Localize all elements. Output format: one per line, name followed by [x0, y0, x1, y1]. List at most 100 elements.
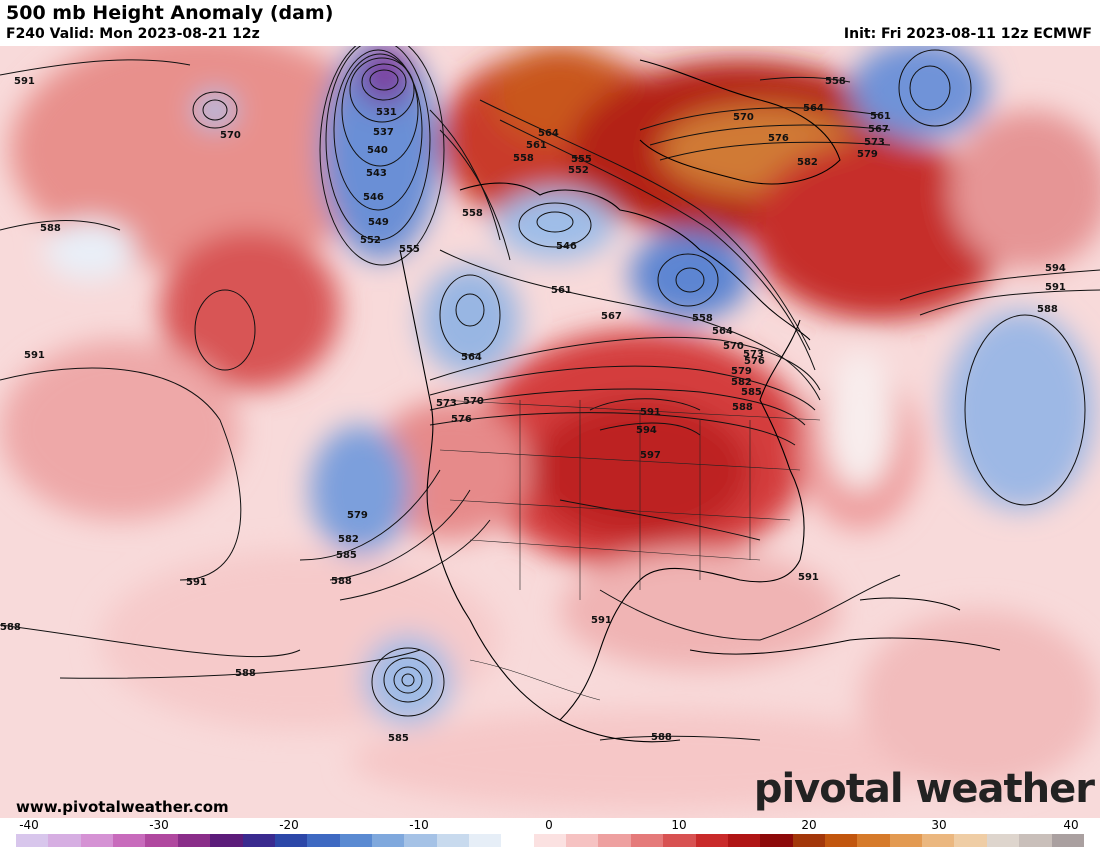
contour-labels: 591 570 531 537 540 543 546 549 552 555 … — [0, 76, 1066, 744]
contour-label: 558 — [513, 153, 534, 164]
contour-label: 531 — [376, 107, 397, 118]
anomaly-map[interactable]: 591 570 531 537 540 543 546 549 552 555 … — [0, 46, 1100, 818]
colorbar-swatch — [274, 834, 308, 847]
colorbar-swatch — [986, 834, 1020, 847]
colorbar-tick: 20 — [801, 818, 817, 832]
contour-label: 570 — [723, 341, 744, 352]
colorbar-swatch — [533, 834, 567, 847]
contour-label: 588 — [732, 402, 753, 413]
colorbar-swatch — [80, 834, 114, 847]
state-borders — [439, 399, 821, 701]
colorbar-tick: -10 — [409, 818, 429, 832]
colorbar-swatch — [339, 834, 372, 847]
contour-label: 591 — [14, 76, 35, 87]
contour-label: 591 — [1045, 282, 1066, 293]
contour-label: 591 — [798, 572, 819, 583]
contour-label: 597 — [640, 450, 661, 461]
colorbar-swatch — [177, 834, 211, 847]
contour-label: 588 — [1037, 304, 1058, 315]
colorbar-swatch — [436, 834, 470, 847]
colorbar-swatch — [242, 834, 275, 847]
colorbar-swatch — [404, 834, 437, 847]
contour-label: 546 — [556, 241, 577, 252]
colorbar-swatch — [307, 834, 340, 847]
contour-label: 561 — [526, 140, 547, 151]
contour-label: 579 — [857, 149, 878, 160]
colorbar-swatch — [145, 834, 178, 847]
contour-label: 567 — [601, 311, 622, 322]
pivotal-weather-logo: pivotal weather — [753, 766, 1095, 812]
colorbar-swatch — [371, 834, 405, 847]
contour-label: 543 — [366, 168, 387, 179]
contour-label: 570 — [733, 112, 754, 123]
colorbar-swatch — [1019, 834, 1052, 847]
colorbar-swatch — [469, 834, 502, 847]
colorbar: -40 -30 -20 -10 0 10 20 30 40 — [0, 818, 1100, 850]
colorbar-swatch — [727, 834, 761, 847]
contour-label: 573 — [743, 349, 764, 360]
colorbar-swatch — [598, 834, 631, 847]
contour-label: 576 — [768, 133, 789, 144]
colorbar-swatch — [857, 834, 890, 847]
colorbar-swatch — [889, 834, 923, 847]
contour-label: 594 — [1045, 263, 1066, 274]
colorbar-strip — [16, 834, 1084, 847]
contour-label: 558 — [825, 76, 846, 87]
valid-time: F240 Valid: Mon 2023-08-21 12z — [6, 26, 260, 42]
colorbar-swatch — [501, 834, 534, 847]
contour-label: 558 — [692, 313, 713, 324]
init-time: Init: Fri 2023-08-11 12z ECMWF — [843, 26, 1092, 42]
contour-label: 564 — [461, 352, 482, 363]
contour-label: 558 — [462, 208, 483, 219]
colorbar-tick: 40 — [1063, 818, 1079, 832]
contour-label: 561 — [551, 285, 572, 296]
colorbar-tick: -30 — [149, 818, 169, 832]
contour-label: 549 — [368, 217, 389, 228]
colorbar-tick: 30 — [931, 818, 947, 832]
map-title: 500 mb Height Anomaly (dam) — [6, 2, 334, 24]
contour-label: 573 — [436, 398, 457, 409]
colorbar-swatch — [566, 834, 599, 847]
contour-label: 585 — [388, 733, 409, 744]
contour-label: 555 — [571, 154, 592, 165]
contour-label: 537 — [373, 127, 394, 138]
colorbar-swatch — [954, 834, 987, 847]
contour-label: 579 — [347, 510, 368, 521]
map-header: 500 mb Height Anomaly (dam) F240 Valid: … — [0, 0, 1100, 46]
contour-label: 567 — [868, 124, 889, 135]
colorbar-swatch — [663, 834, 696, 847]
colorbar-swatch — [922, 834, 955, 847]
contour-label: 570 — [463, 396, 484, 407]
contour-label: 585 — [336, 550, 357, 561]
contour-label: 564 — [538, 128, 559, 139]
colorbar-swatch — [760, 834, 793, 847]
colorbar-tick: 0 — [545, 818, 553, 832]
contour-label: 588 — [651, 732, 672, 743]
height-contours — [0, 46, 1100, 741]
colorbar-swatch — [210, 834, 243, 847]
contour-label: 576 — [744, 356, 765, 367]
contour-label: 591 — [24, 350, 45, 361]
colorbar-swatch — [630, 834, 664, 847]
contour-label: 588 — [331, 576, 352, 587]
contour-label: 579 — [731, 366, 752, 377]
colorbar-tick: 10 — [671, 818, 687, 832]
colorbar-swatch — [824, 834, 858, 847]
colorbar-swatch — [16, 834, 49, 847]
colorbar-swatch — [48, 834, 81, 847]
contour-label: 540 — [367, 145, 388, 156]
contour-label: 573 — [864, 137, 885, 148]
contour-label: 561 — [870, 111, 891, 122]
colorbar-tick: -40 — [19, 818, 39, 832]
contour-label: 582 — [797, 157, 818, 168]
contour-label: 588 — [0, 622, 21, 633]
contour-label: 591 — [640, 407, 661, 418]
contour-label: 546 — [363, 192, 384, 203]
contour-label: 582 — [731, 377, 752, 388]
colorbar-tick: -20 — [279, 818, 299, 832]
contour-label: 570 — [220, 130, 241, 141]
website-credit: www.pivotalweather.com — [16, 798, 229, 816]
contour-label: 552 — [568, 165, 589, 176]
contour-label: 591 — [591, 615, 612, 626]
colorbar-swatch — [113, 834, 146, 847]
